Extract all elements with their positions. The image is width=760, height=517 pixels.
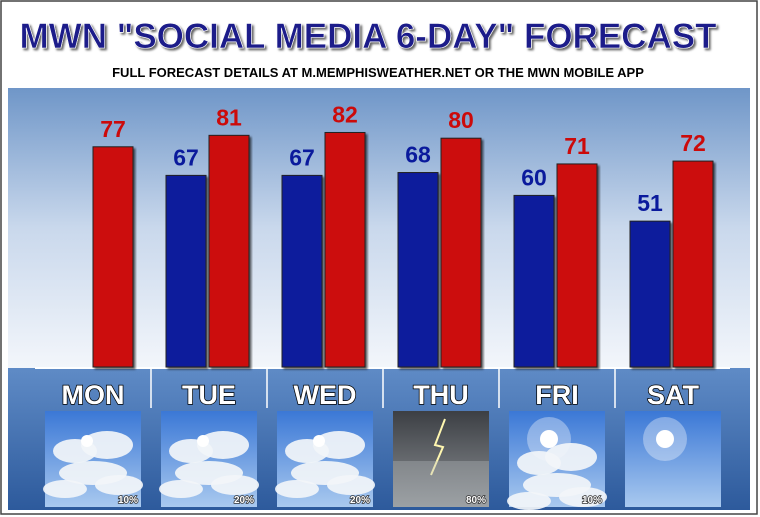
value-label: 77 — [100, 116, 126, 142]
sun — [540, 430, 558, 448]
x-tick-label: SAT — [647, 380, 700, 410]
sun — [81, 435, 93, 447]
x-tick-label: FRI — [535, 380, 579, 410]
value-label: 82 — [332, 101, 358, 127]
precip-label: 20% — [234, 495, 254, 506]
bar — [397, 172, 439, 368]
cloud — [159, 480, 203, 498]
value-label: 51 — [637, 190, 663, 216]
bar — [281, 174, 323, 368]
sun — [197, 435, 209, 447]
bar — [556, 163, 598, 368]
weather-icon — [507, 411, 607, 510]
weather-icon — [43, 411, 143, 507]
lightning — [430, 418, 446, 476]
value-label: 80 — [448, 107, 474, 133]
value-label: 67 — [289, 144, 315, 170]
bar — [92, 146, 134, 368]
cloud — [327, 475, 375, 495]
cloud — [197, 431, 249, 459]
icon-bg — [625, 411, 721, 507]
precip-label: 80% — [466, 495, 486, 506]
cloud — [275, 480, 319, 498]
precip-label: 10% — [582, 495, 602, 506]
value-label: 60 — [521, 164, 547, 190]
value-label: 71 — [564, 133, 590, 159]
bar — [672, 160, 714, 368]
x-tick-label: WED — [294, 380, 357, 410]
chart-subtitle: FULL FORECAST DETAILS AT M.MEMPHISWEATHE… — [112, 65, 644, 80]
bar — [208, 134, 250, 368]
x-tick-label: TUE — [182, 380, 236, 410]
cloud — [545, 443, 597, 471]
x-tick-label: THU — [413, 380, 469, 410]
bar — [440, 137, 482, 368]
weather-icon — [625, 411, 721, 507]
chart-title: MWN "SOCIAL MEDIA 6-DAY" FORECAST — [20, 17, 717, 56]
precip-label: 10% — [118, 495, 138, 506]
sun — [656, 430, 674, 448]
cloud — [559, 487, 607, 507]
x-tick-label: MON — [62, 380, 125, 410]
cloud — [81, 431, 133, 459]
cloud — [313, 431, 365, 459]
value-label: 81 — [216, 104, 242, 130]
cloud — [507, 492, 551, 510]
sun — [313, 435, 325, 447]
weather-icon — [275, 411, 375, 507]
bar — [324, 131, 366, 368]
value-label: 68 — [405, 142, 431, 168]
precip-label: 20% — [350, 495, 370, 506]
value-label: 72 — [680, 130, 706, 156]
weather-icon — [159, 411, 259, 507]
rain — [393, 461, 489, 507]
cloud — [43, 480, 87, 498]
cloud — [211, 475, 259, 495]
bar — [629, 220, 671, 368]
cloud — [95, 475, 143, 495]
bar — [513, 194, 555, 368]
value-label: 67 — [173, 144, 199, 170]
bar — [165, 174, 207, 368]
weather-icon — [393, 411, 489, 507]
